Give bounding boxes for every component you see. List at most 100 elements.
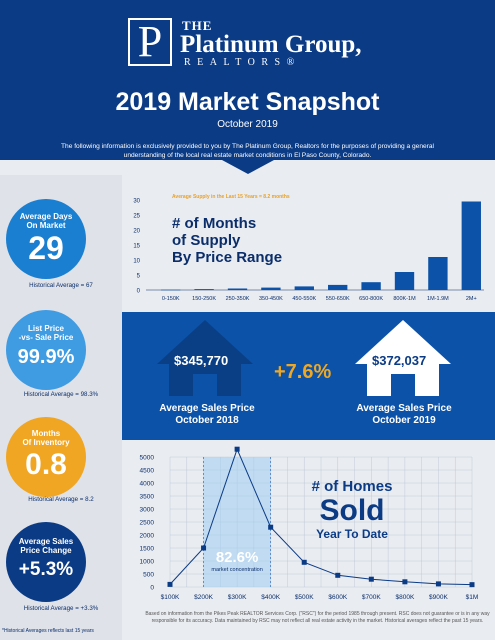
bar — [394, 272, 415, 290]
data-point — [234, 446, 240, 452]
x-tick-label: $800K — [395, 594, 414, 601]
header-notch — [222, 160, 274, 174]
y-tick-label: 0 — [150, 585, 154, 592]
supply-title: # of Months of Supply By Price Range — [172, 215, 282, 266]
x-tick-label: $200K — [194, 594, 213, 601]
x-tick-label: $700K — [362, 594, 381, 601]
concentration-band — [203, 457, 271, 587]
historical-note: *Historical Averages reflects last 15 ye… — [2, 628, 94, 634]
stat-price-change: Average Sales Price Change +5.3% — [6, 522, 86, 602]
price-2019: $372,037 — [372, 353, 427, 368]
x-tick-label: 250-350K — [226, 296, 250, 302]
stats-column: Average Days On Market 29 Historical Ave… — [0, 175, 122, 640]
x-tick-label: $300K — [228, 594, 247, 601]
caption-2018: Average Sales Price October 2018 — [143, 403, 271, 427]
y-tick-label: 30 — [133, 199, 140, 205]
supply-title-line-3: By Price Range — [172, 249, 283, 266]
y-tick-label: 4500 — [140, 468, 155, 475]
intro-text: The following information is exclusively… — [61, 143, 434, 159]
x-tick-label: 0-150K — [162, 296, 180, 302]
bar — [461, 201, 481, 290]
stat-value: 0.8 — [25, 448, 67, 481]
x-tick-label: 450-550K — [292, 296, 316, 302]
x-tick-label: $1M — [466, 594, 479, 601]
supply-title-line-1: # of Months — [172, 215, 257, 232]
x-tick-label: $900K — [429, 594, 448, 601]
stat-months-inventory: Months Of Inventory 0.8 — [6, 417, 86, 497]
homes-sold-line-3: Year To Date — [316, 527, 388, 541]
homes-sold-line-2: Sold — [319, 494, 385, 527]
stat-label-2: Price Change — [20, 546, 72, 555]
stat-list-vs-sale: List Price -vs- Sale Price 99.9% — [6, 310, 86, 390]
price-2018: $345,770 — [174, 353, 229, 368]
stat-label-1: Average Days — [19, 212, 73, 221]
bar — [194, 289, 214, 290]
x-tick-label: 800K-1M — [393, 296, 416, 302]
house-icon-left — [157, 320, 253, 396]
logo-the: THE — [182, 18, 213, 33]
stat-label-2: On Market — [26, 221, 66, 230]
x-tick-label: $400K — [261, 594, 280, 601]
x-tick-label: $500K — [295, 594, 314, 601]
data-point — [368, 576, 374, 582]
x-tick-label: 2M+ — [466, 296, 477, 302]
logo-realtors: REALTORS® — [184, 57, 301, 68]
x-tick-label: 550-650K — [326, 296, 350, 302]
data-point — [167, 581, 173, 587]
supply-chart: 0 5 10 15 20 25 30 0-150K 150-250K 250-350K 350-45… — [133, 199, 484, 302]
y-tick-label: 1500 — [140, 546, 155, 553]
data-point — [301, 559, 307, 565]
stat-hist: Historical Average = 67 — [29, 282, 93, 289]
y-tick-label: 500 — [143, 572, 154, 579]
stat-value: 29 — [28, 230, 64, 266]
data-point — [402, 579, 408, 585]
bar — [428, 257, 448, 290]
x-tick-label: $600K — [328, 594, 347, 601]
caption-2019-line-1: Average Sales Price — [356, 403, 452, 414]
y-tick-label: 5000 — [140, 455, 155, 462]
y-tick-label: 2000 — [140, 533, 155, 540]
data-point — [268, 524, 274, 530]
y-tick-label: 20 — [133, 229, 140, 235]
bar — [261, 287, 281, 290]
bar — [161, 289, 181, 291]
data-point — [435, 581, 441, 587]
logo-name: Platinum Group, — [180, 31, 362, 58]
y-tick-label: 3500 — [140, 494, 155, 501]
concentration-label: market concentration — [211, 567, 262, 573]
bar — [328, 284, 348, 290]
y-tick-label: 2500 — [140, 520, 155, 527]
data-point — [201, 545, 207, 551]
caption-2018-line-2: October 2018 — [175, 415, 239, 426]
homes-sold-title: # of Homes Sold Year To Date — [297, 478, 407, 541]
y-tick-label: 25 — [133, 214, 140, 220]
data-point — [469, 582, 475, 588]
caption-2019: Average Sales Price October 2019 — [340, 403, 468, 427]
supply-title-line-2: of Supply — [172, 232, 241, 249]
supply-note: Average Supply in the Last 15 Years = 8.… — [172, 194, 290, 200]
stat-label-1: List Price — [27, 324, 64, 333]
bar — [361, 282, 381, 290]
y-tick-label: 1000 — [140, 559, 155, 566]
y-tick-label: 15 — [133, 244, 140, 250]
stat-label-2: Of Inventory — [22, 438, 70, 447]
stat-value: +5.3% — [18, 559, 74, 580]
x-tick-label: 1M-1.9M — [427, 296, 449, 302]
stat-value: 99.9% — [17, 346, 75, 368]
caption-2018-line-1: Average Sales Price — [159, 403, 255, 414]
logo-icon: P — [128, 18, 172, 66]
stat-label-1: Average Sales — [18, 537, 74, 546]
page-subtitle: October 2019 — [217, 119, 278, 130]
price-change: +7.6% — [274, 361, 332, 383]
bar — [294, 286, 314, 290]
footnote: Based on information from the Pikes Peak… — [145, 611, 490, 624]
stat-label-2: -vs- Sale Price — [18, 333, 74, 342]
homes-sold-chart: 0 500 1000 1500 2000 2500 3000 3500 4000 4500 5000… — [140, 446, 479, 601]
y-tick-label: 10 — [133, 259, 140, 265]
concentration-value: 82.6% — [216, 549, 259, 566]
stat-hist: Historical Average = +3.3% — [23, 605, 99, 612]
y-tick-label: 3000 — [140, 507, 155, 514]
y-tick-label: 5 — [137, 274, 141, 280]
stat-days-on-market: Average Days On Market 29 — [6, 199, 86, 279]
stat-label-1: Months — [31, 429, 61, 438]
